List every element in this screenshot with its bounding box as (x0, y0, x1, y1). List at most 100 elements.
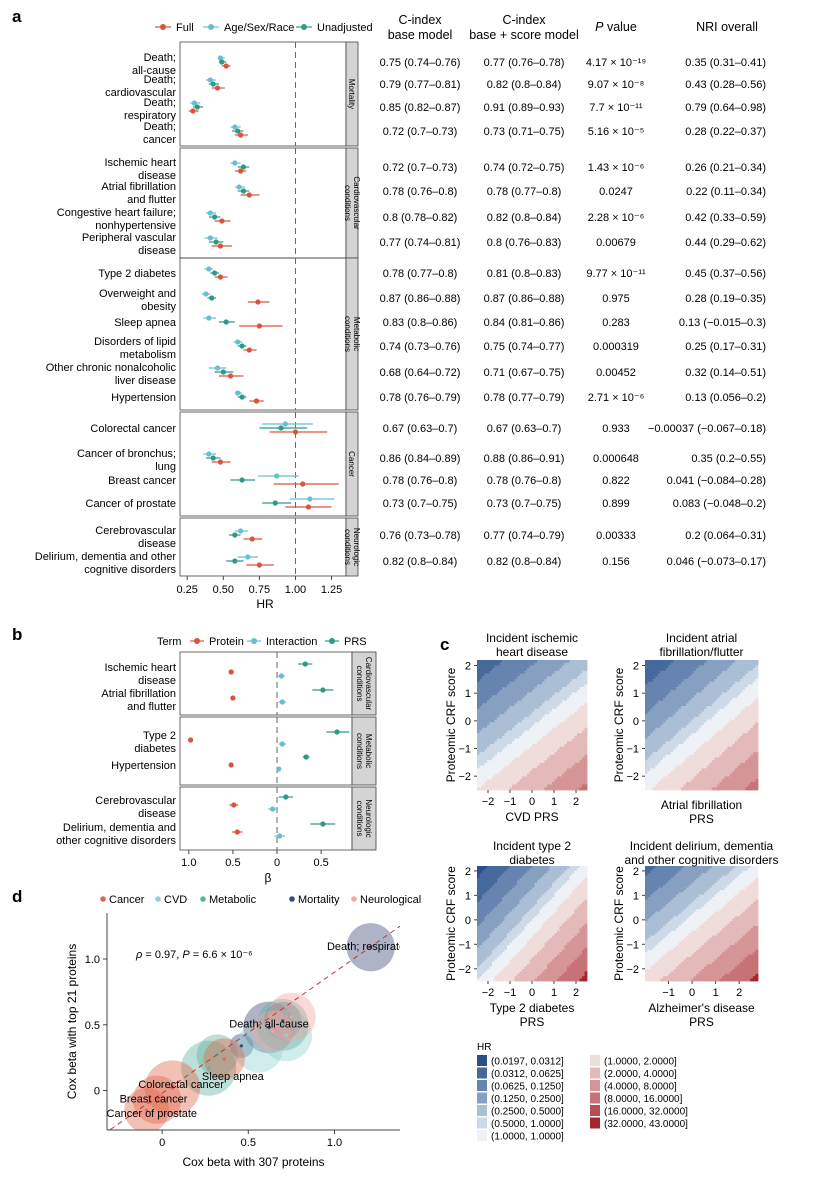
heatmap-cell (742, 730, 746, 734)
heatmap-cell (492, 904, 495, 908)
heatmap-cell (562, 660, 565, 664)
heatmap-cell (729, 754, 733, 758)
heatmap-cell (660, 687, 664, 691)
heatmap-cell (522, 660, 525, 664)
heatmap-cell (499, 752, 503, 756)
heatmap-cell (668, 687, 672, 691)
heatmap-cell (691, 681, 695, 685)
heatmap-cell (727, 714, 731, 718)
heatmap-cell (504, 743, 508, 748)
heatmap-cell (572, 784, 575, 788)
heatmap-cell (519, 703, 523, 707)
heatmap-cell (512, 781, 515, 785)
heatmap-cell (529, 733, 533, 737)
heatmap-cell (527, 670, 530, 674)
heatmap-cell (734, 735, 738, 739)
heatmap-cell (660, 730, 664, 734)
heatmap-cell (668, 727, 672, 731)
heatmap-cell (709, 711, 713, 715)
heatmap-cell (732, 697, 736, 702)
heatmap-cell (706, 735, 710, 739)
heatmap-cell (524, 684, 528, 688)
heatmap-cell (579, 762, 583, 767)
heatmap-cell (544, 676, 548, 680)
heatmap-cell (650, 776, 654, 780)
heatmap-cell (724, 662, 728, 666)
heatmap-cell (542, 695, 545, 699)
heatmap-cell (724, 725, 728, 729)
heatmap-cell (714, 722, 718, 726)
heatmap-cell (662, 714, 666, 718)
point-b-2-atrial-fibrillation-and-flutter (320, 687, 326, 693)
heatmap-cell (742, 670, 746, 674)
heatmap-cell (698, 719, 702, 723)
heatmap-cell (494, 754, 498, 758)
heatmap-cell (559, 725, 563, 729)
heatmap-cell (709, 787, 713, 791)
heatmap-cell (742, 746, 746, 750)
heatmap-cell (489, 760, 493, 764)
heatmap-cell (489, 930, 493, 934)
heatmap-cell (504, 689, 508, 693)
heatmap-cell (542, 733, 545, 737)
heatmap-cell (696, 735, 700, 739)
heatmap-cell (688, 700, 692, 704)
heatmap-cell (514, 760, 518, 764)
heatmap-cell (719, 695, 723, 699)
heatmap-cell (477, 697, 480, 702)
heatmap-cell (559, 733, 563, 737)
heatmap-cell (532, 773, 535, 777)
heatmap-cell (750, 771, 754, 775)
heatmap-cell (675, 687, 679, 691)
heatmap-cell (665, 760, 669, 764)
heatmap-cell (732, 660, 736, 664)
heatmap-cell (549, 771, 553, 775)
p-value: 2.28 × 10⁻⁶ (588, 212, 645, 224)
heatmap-cell (714, 673, 718, 677)
heatmap-cell (711, 765, 715, 769)
heatmap-cell (701, 787, 705, 791)
heatmap-cell (716, 660, 720, 664)
heatmap-cell (574, 670, 578, 674)
heatmap-cell (582, 733, 585, 737)
heatmap-cell (722, 711, 726, 715)
heatmap-cell (484, 714, 488, 718)
heatmap-cell (487, 971, 490, 975)
heatmap-cell (691, 668, 695, 672)
heatmap-cell (693, 735, 697, 739)
heatmap-cell (719, 746, 723, 750)
heatmap-cell (477, 909, 480, 912)
heatmap-cell (704, 773, 708, 777)
heatmap-cell (683, 703, 687, 707)
heatmap-cell (492, 708, 495, 712)
heatmap-cell (539, 678, 543, 683)
heatmap-cell (686, 773, 690, 777)
heatmap-cell (549, 711, 553, 715)
heatmap-cell (693, 703, 697, 707)
heatmap-cell (519, 684, 523, 688)
heatmap-cell (547, 725, 550, 729)
heatmap-cell (662, 697, 666, 702)
heatmap-cell (660, 716, 664, 720)
heatmap-cell (564, 708, 568, 712)
heatmap-cell (512, 706, 515, 710)
heatmap-cell (484, 668, 488, 672)
heatmap-cell (517, 749, 520, 753)
heatmap-cell (514, 746, 518, 750)
heatmap-cell (487, 735, 490, 739)
heatmap-cell (680, 676, 684, 680)
heatmap-cell (688, 722, 692, 726)
heatmap-cell (729, 733, 733, 737)
heatmap-cell (662, 776, 666, 780)
heatmap-cell (734, 700, 738, 704)
heatmap-cell (724, 692, 728, 696)
heatmap-cell (512, 749, 515, 753)
heatmap-cell (698, 692, 702, 696)
heatmap-cell (492, 918, 495, 922)
heatmap-cell (482, 913, 485, 917)
heatmap-cell (752, 773, 756, 777)
heatmap-cell (729, 678, 733, 683)
heatmap-cell (709, 684, 713, 688)
heatmap-cell (742, 719, 746, 723)
heatmap-cell (686, 787, 690, 791)
